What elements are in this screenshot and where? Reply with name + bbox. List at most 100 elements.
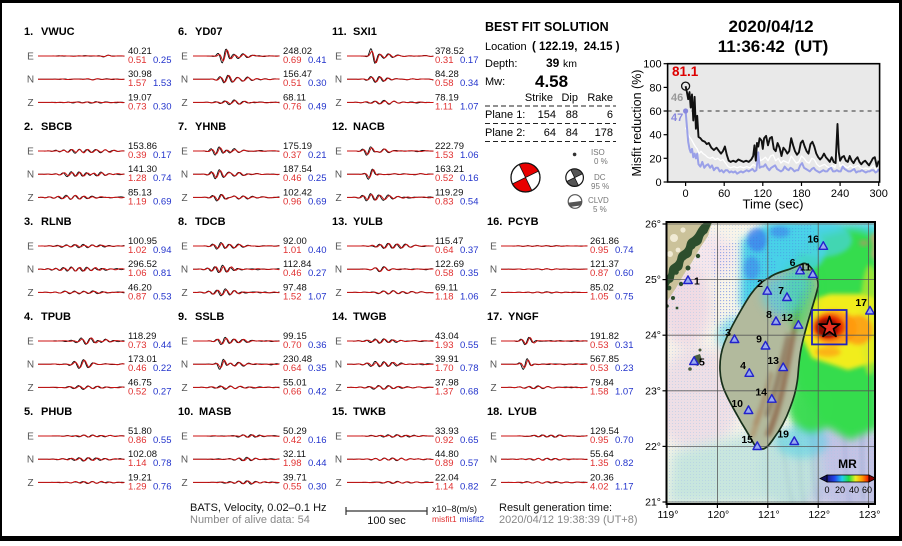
svg-text:122°: 122° [808,509,830,521]
svg-text:Z: Z [27,383,33,394]
svg-text:95 %: 95 % [591,182,609,191]
svg-text:0.55: 0.55 [460,340,479,351]
svg-text:Z: Z [335,383,341,394]
svg-text:YULB: YULB [353,216,383,228]
svg-text:21°: 21° [645,497,661,509]
svg-text:18.: 18. [487,406,502,418]
svg-text:13: 13 [767,355,779,367]
svg-text:TDCB: TDCB [195,216,226,228]
svg-text:BEST FIT SOLUTION: BEST FIT SOLUTION [485,20,609,34]
svg-text:1.58: 1.58 [590,386,609,397]
svg-text:60: 60 [718,188,730,200]
svg-text:1.37: 1.37 [435,386,454,397]
svg-text:120°: 120° [708,509,730,521]
svg-text:112.84: 112.84 [283,259,311,270]
svg-text:1.06: 1.06 [460,150,479,161]
svg-text:178: 178 [595,127,613,139]
svg-text:119.29: 119.29 [435,187,463,198]
svg-text:6.: 6. [178,26,187,38]
svg-text:Plane 2:: Plane 2: [485,127,525,139]
svg-text:0.76: 0.76 [153,481,172,492]
svg-text:0.69: 0.69 [283,55,302,66]
svg-text:20.36: 20.36 [590,472,614,483]
svg-text:0.89: 0.89 [435,458,454,469]
svg-text:Depth:: Depth: [485,58,517,70]
svg-text:2020/04/12: 2020/04/12 [728,17,813,36]
svg-text:40.21: 40.21 [128,46,152,57]
svg-text:0.16: 0.16 [460,173,479,184]
svg-text:0.78: 0.78 [153,458,172,469]
svg-text:0.51: 0.51 [128,55,147,66]
svg-text:Rake: Rake [587,92,613,104]
svg-text:118.29: 118.29 [128,331,156,342]
svg-text:567.85: 567.85 [590,354,619,365]
svg-text:191.82: 191.82 [590,331,619,342]
svg-text:1.07: 1.07 [308,291,327,302]
svg-text:30.98: 30.98 [128,69,152,80]
svg-text:8: 8 [766,309,772,321]
svg-text:46.20: 46.20 [128,282,152,293]
svg-text:1.29: 1.29 [128,481,147,492]
svg-text:16: 16 [807,234,819,246]
svg-text:7.: 7. [178,121,187,133]
svg-text:50.29: 50.29 [283,426,307,437]
svg-text:51.80: 51.80 [128,426,152,437]
svg-text:0.46: 0.46 [128,363,147,374]
svg-text:N: N [490,265,497,276]
svg-text:44.80: 44.80 [435,449,459,460]
svg-text:156.47: 156.47 [283,69,312,80]
svg-text:78.19: 78.19 [435,92,459,103]
svg-text:Location: Location [485,41,527,53]
svg-text:Z: Z [335,288,341,299]
svg-text:120: 120 [754,188,772,200]
svg-text:0.55: 0.55 [153,435,172,446]
svg-text:0.21: 0.21 [308,150,327,161]
svg-text:1.53: 1.53 [435,150,454,161]
svg-text:E: E [335,337,342,348]
svg-text:0.35: 0.35 [460,268,479,279]
svg-text:E: E [335,242,342,253]
svg-text:0.75: 0.75 [615,291,634,302]
svg-text:Time (sec): Time (sec) [743,197,804,212]
svg-text:10: 10 [731,398,743,410]
svg-text:CLVD: CLVD [588,196,609,205]
svg-text:10.: 10. [178,406,193,418]
svg-text:N: N [181,170,188,181]
svg-text:0.23: 0.23 [615,363,634,374]
svg-text:1.98: 1.98 [283,458,302,469]
svg-text:0.16: 0.16 [308,435,327,446]
svg-text:1.: 1. [24,26,33,38]
svg-text:N: N [490,360,497,371]
svg-text:0.46: 0.46 [283,173,302,184]
svg-text:0.51: 0.51 [283,78,302,89]
svg-text:VWUC: VWUC [41,26,75,38]
svg-text:N: N [181,360,188,371]
svg-text:1.52: 1.52 [283,291,302,302]
svg-text:14: 14 [755,387,767,399]
svg-text:1.14: 1.14 [435,481,454,492]
svg-text:0.37: 0.37 [460,245,479,256]
svg-text:40: 40 [849,485,859,495]
svg-text:80: 80 [649,82,661,94]
svg-text:N: N [335,265,342,276]
svg-text:20: 20 [835,485,845,495]
svg-text:26°: 26° [645,219,661,231]
svg-text:0.35: 0.35 [308,363,327,374]
svg-text:11:36:42 (UT): 11:36:42 (UT) [718,37,829,56]
svg-text:E: E [490,337,497,348]
svg-text:129.54: 129.54 [590,426,619,437]
svg-text:1.07: 1.07 [615,386,634,397]
svg-text:9.: 9. [178,311,187,323]
svg-text:YHNB: YHNB [195,121,226,133]
svg-text:261.86: 261.86 [590,236,619,247]
svg-text:N: N [27,360,34,371]
svg-text:N: N [335,455,342,466]
svg-text:300: 300 [870,188,888,200]
svg-text:E: E [27,337,34,348]
svg-text:0.31: 0.31 [615,340,634,351]
svg-text:1.18: 1.18 [435,291,454,302]
svg-text:Plane 1:: Plane 1: [485,109,525,121]
svg-text:64: 64 [544,127,556,139]
svg-text:0.96: 0.96 [283,196,302,207]
svg-text:9: 9 [756,334,762,346]
